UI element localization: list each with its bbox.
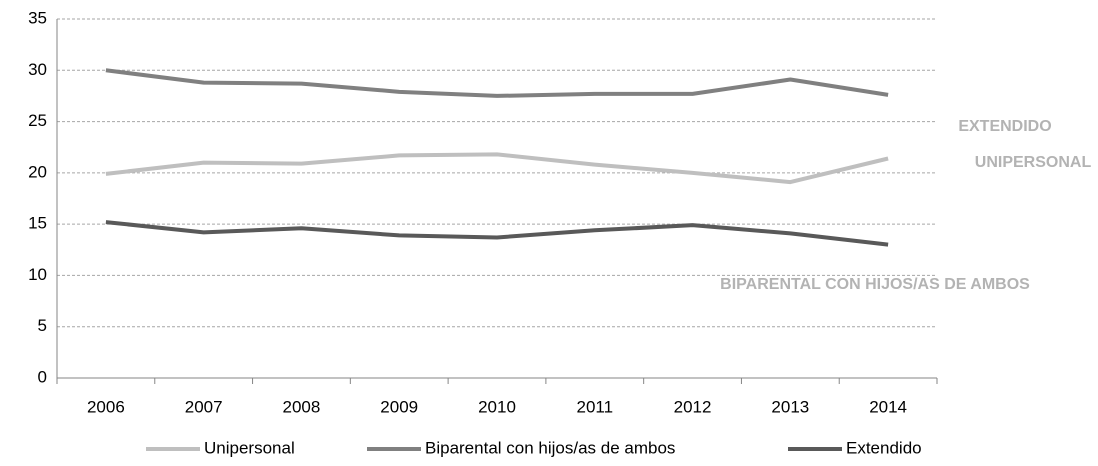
x-tick-label: 2007 <box>185 397 223 416</box>
y-tick-label: 10 <box>28 265 47 284</box>
series-line <box>105 220 889 247</box>
y-tick-label: 30 <box>28 60 47 79</box>
y-tick-label: 20 <box>28 162 47 181</box>
x-tick-label: 2009 <box>380 397 418 416</box>
x-tick-label: 2012 <box>674 397 712 416</box>
x-tick-label: 2014 <box>869 397 907 416</box>
x-tick-label: 2011 <box>576 397 613 416</box>
y-tick-label: 35 <box>28 8 47 27</box>
x-tick-label: 2006 <box>87 397 125 416</box>
y-tick-label: 5 <box>38 316 47 335</box>
annotation: EXTENDIDO <box>958 118 1051 135</box>
legend-label: Unipersonal <box>204 438 295 457</box>
x-tick-label: 2010 <box>478 397 516 416</box>
series-line <box>105 152 889 185</box>
y-tick-label: 25 <box>28 111 47 130</box>
x-tick-label: 2008 <box>283 397 321 416</box>
legend-label: Extendido <box>846 438 922 457</box>
y-tick-label: 15 <box>28 214 47 233</box>
annotation: UNIPERSONAL <box>975 154 1092 171</box>
annotation: BIPARENTAL CON HIJOS/AS DE AMBOS <box>720 276 1030 293</box>
y-tick-label: 0 <box>38 367 47 386</box>
legend-label: Biparental con hijos/as de ambos <box>425 438 675 457</box>
series-line <box>105 68 889 98</box>
x-tick-label: 2013 <box>771 397 809 416</box>
